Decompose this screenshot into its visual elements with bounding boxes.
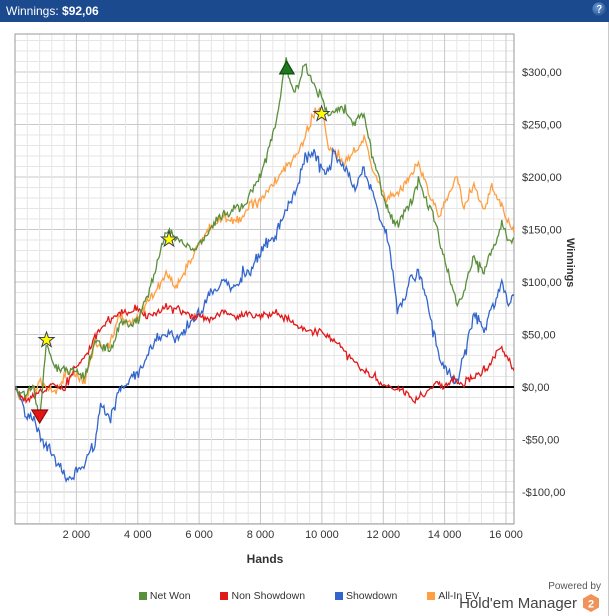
- svg-text:$50,00: $50,00: [522, 330, 556, 342]
- svg-text:6 000: 6 000: [185, 529, 213, 541]
- svg-text:$150,00: $150,00: [522, 225, 562, 237]
- svg-text:12 000: 12 000: [366, 529, 400, 541]
- svg-text:$250,00: $250,00: [522, 120, 562, 132]
- svg-text:-$100,00: -$100,00: [522, 487, 565, 499]
- svg-text:Hands: Hands: [247, 552, 284, 566]
- svg-text:$0,00: $0,00: [522, 382, 550, 394]
- svg-text:14 000: 14 000: [428, 529, 462, 541]
- svg-text:8 000: 8 000: [247, 529, 275, 541]
- svg-text:$100,00: $100,00: [522, 277, 562, 289]
- svg-text:$300,00: $300,00: [522, 67, 562, 79]
- svg-text:2 000: 2 000: [63, 529, 91, 541]
- svg-text:-$50,00: -$50,00: [522, 435, 559, 447]
- svg-text:4 000: 4 000: [124, 529, 152, 541]
- svg-text:2: 2: [588, 599, 594, 611]
- svg-text:16 000: 16 000: [489, 529, 523, 541]
- svg-text:$200,00: $200,00: [522, 172, 562, 184]
- svg-text:10 000: 10 000: [305, 529, 339, 541]
